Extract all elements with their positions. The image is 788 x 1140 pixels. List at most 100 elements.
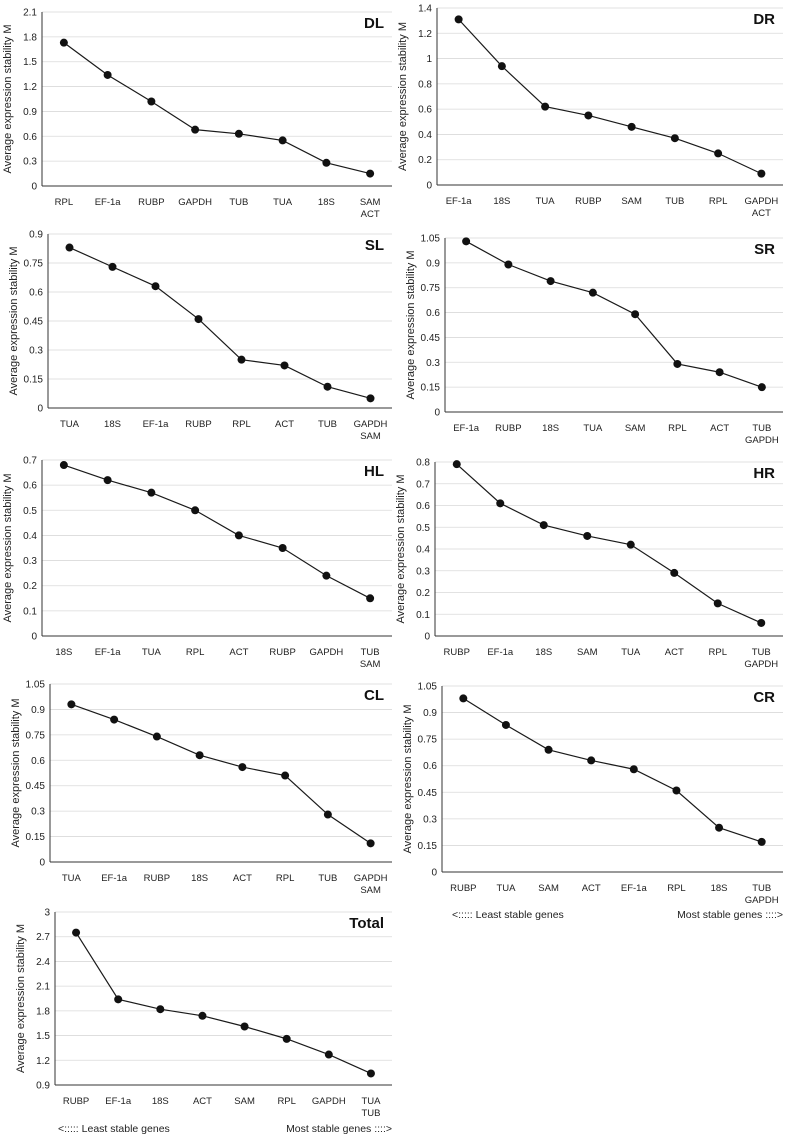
y-axis-label: Average expression stability M — [15, 924, 27, 1073]
y-tick-label: 0.3 — [416, 566, 430, 577]
y-tick-label: 0.45 — [26, 781, 46, 792]
data-point — [366, 1069, 375, 1078]
x-category-label: SAM ACT — [360, 197, 381, 220]
data-point — [631, 310, 640, 319]
x-category-label: RUBP — [450, 883, 476, 894]
y-tick-label: 0.2 — [416, 588, 430, 599]
data-point — [584, 111, 593, 120]
y-axis-label: Average expression stability M — [10, 699, 22, 848]
chart-title: DL — [364, 15, 384, 32]
chart-title: SL — [365, 237, 384, 254]
y-tick-label: 1.5 — [36, 1031, 50, 1042]
data-point — [757, 618, 766, 627]
data-point — [103, 476, 112, 485]
y-tick-label: 0.45 — [418, 788, 438, 799]
data-point — [282, 1034, 291, 1043]
y-tick-label: 0 — [37, 404, 43, 415]
x-category-label: TUA — [621, 647, 641, 658]
x-category-label: 18S — [55, 647, 72, 658]
chart-cl: 0 0.15 0.3 0.45 0.6 0.75 0.9 1.05 Average expres… — [10, 680, 392, 896]
y-tick-label: 0.6 — [29, 288, 43, 299]
chart-title: CR — [753, 689, 775, 706]
x-category-label: SAM — [538, 883, 559, 894]
data-point — [103, 70, 112, 79]
data-point — [147, 97, 156, 106]
data-point — [626, 540, 635, 549]
y-tick-label: 0.3 — [23, 157, 37, 168]
y-tick-label: 0 — [31, 182, 37, 193]
data-point — [322, 158, 331, 167]
data-point — [234, 129, 243, 138]
chart-title: HR — [753, 465, 775, 482]
y-tick-label: 0.75 — [418, 735, 438, 746]
x-category-label: RPL — [709, 647, 727, 658]
y-tick-label: 1.8 — [23, 32, 37, 43]
data-point — [366, 839, 375, 848]
data-point — [59, 38, 68, 47]
y-tick-label: 3 — [44, 908, 50, 919]
y-tick-label: 0.9 — [426, 258, 440, 269]
data-point — [496, 499, 505, 508]
y-tick-label: 0.1 — [23, 606, 37, 617]
data-point — [713, 599, 722, 608]
chart-title: SR — [754, 241, 775, 258]
x-category-label: 18S — [104, 419, 121, 430]
x-category-label: RUBP — [185, 419, 211, 430]
x-category-label: ACT — [229, 647, 248, 658]
data-point — [452, 460, 461, 469]
data-point — [546, 277, 555, 286]
y-tick-label: 0.15 — [26, 832, 46, 843]
x-category-label: EF-1a — [101, 873, 128, 884]
y-tick-label: 0.9 — [23, 107, 37, 118]
data-point — [72, 928, 81, 937]
x-category-label: 18S — [191, 873, 208, 884]
y-tick-label: 2.1 — [36, 982, 50, 993]
x-category-label: TUB GAPDH — [744, 647, 778, 670]
least-stable-note: <::::: Least stable genes — [452, 909, 564, 921]
x-category-label: SAM — [625, 423, 646, 434]
series-line — [456, 463, 762, 624]
y-tick-label: 1.05 — [26, 680, 46, 691]
data-point — [240, 1022, 249, 1031]
x-category-label: RUBP — [575, 196, 601, 207]
y-tick-label: 0.6 — [418, 105, 432, 116]
y-tick-label: 0 — [31, 632, 37, 643]
y-axis-label: Average expression stability M — [397, 22, 409, 171]
y-tick-label: 0.15 — [421, 383, 441, 394]
x-category-label: TUB — [229, 197, 248, 208]
data-point — [673, 359, 682, 368]
x-category-label: GAPDH — [312, 1096, 346, 1107]
data-point — [462, 237, 471, 246]
y-tick-label: 0.7 — [23, 456, 37, 467]
y-tick-label: 0.9 — [29, 230, 43, 241]
data-point — [588, 288, 597, 297]
x-category-label: SAM — [577, 647, 598, 658]
chart-hr: 0 0.1 0.2 0.3 0.4 0.5 0.6 0.7 0.8 Average express… — [395, 458, 783, 670]
x-category-label: SAM — [621, 196, 642, 207]
y-tick-label: 0.6 — [23, 481, 37, 492]
y-tick-label: 1 — [426, 54, 432, 65]
x-category-label: TUB GAPDH — [745, 883, 779, 906]
data-point — [191, 506, 200, 515]
data-point — [715, 368, 724, 377]
chart-title: Total — [349, 915, 384, 932]
y-tick-label: 0.9 — [423, 708, 437, 719]
data-point — [715, 823, 724, 832]
y-tick-label: 2.1 — [23, 8, 37, 19]
data-point — [110, 715, 119, 724]
least-stable-note: <::::: Least stable genes — [58, 1123, 170, 1135]
chart-cr: 0 0.15 0.3 0.45 0.6 0.75 0.9 1.05 Average expres… — [402, 682, 783, 906]
most-stable-note: Most stable genes ::::> — [677, 909, 783, 921]
y-tick-label: 0 — [424, 632, 430, 643]
data-point — [714, 149, 723, 158]
data-point — [152, 732, 161, 741]
y-tick-label: 0.3 — [423, 814, 437, 825]
x-category-label: EF-1a — [95, 647, 122, 658]
chart-sl: 0 0.15 0.3 0.45 0.6 0.75 0.9 Average expression… — [8, 230, 392, 442]
y-tick-label: 1.05 — [421, 234, 441, 245]
data-point — [672, 786, 681, 795]
y-tick-label: 0.4 — [23, 531, 37, 542]
y-tick-label: 0.3 — [23, 556, 37, 567]
